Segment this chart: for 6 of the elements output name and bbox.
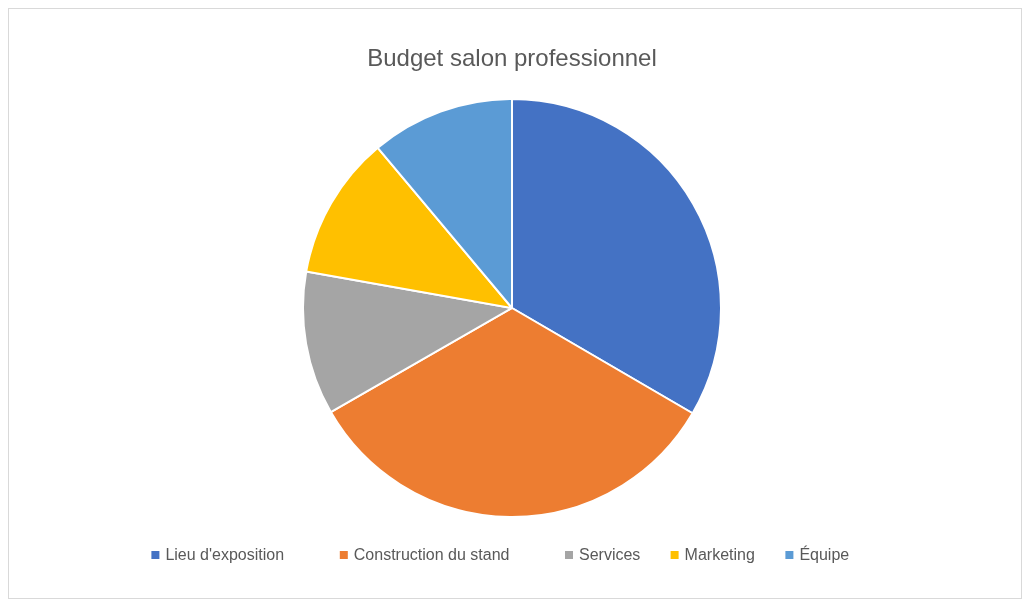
legend-label: Lieu d'exposition <box>165 546 285 563</box>
legend-label: Construction du stand <box>353 546 510 563</box>
legend-label: Services <box>579 546 641 563</box>
legend-label: Équipe <box>799 545 850 563</box>
legend-label: Marketing <box>684 546 755 563</box>
chart-title: Budget salon professionnel <box>367 44 657 71</box>
